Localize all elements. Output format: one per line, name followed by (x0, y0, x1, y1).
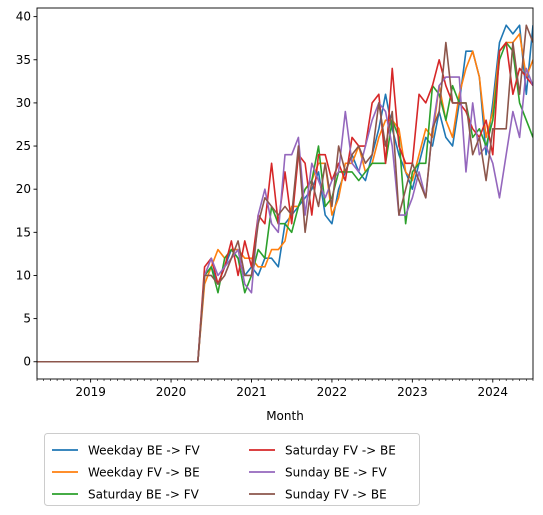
x-tick-label: 2019 (75, 385, 106, 399)
series-line-2 (37, 33, 533, 363)
x-tick-label: 2024 (478, 385, 509, 399)
x-tick-label: 2022 (317, 385, 348, 399)
y-tick-label: 5 (23, 312, 31, 326)
plot-area (37, 24, 533, 363)
y-tick-label: 40 (16, 10, 31, 24)
y-tick-label: 35 (16, 53, 31, 67)
series-line-4 (37, 41, 533, 363)
legend-label: Sunday FV -> BE (285, 488, 387, 502)
x-tick-label: 2020 (156, 385, 187, 399)
legend-label: Weekday BE -> FV (88, 444, 200, 458)
x-axis-title: Month (266, 409, 304, 423)
legend-label: Saturday BE -> FV (88, 488, 200, 502)
y-tick-label: 10 (16, 268, 31, 282)
legend-label: Saturday FV -> BE (285, 444, 396, 458)
series-line-6 (37, 24, 533, 363)
series-line-3 (37, 41, 533, 363)
axes: 0 5 10 15 20 25 30 35 40 2019 2020 2021 2022 2023 2024 (16, 7, 534, 399)
y-tick-label: 20 (16, 182, 31, 196)
y-tick-label: 0 (23, 355, 31, 369)
y-tick-label: 25 (16, 139, 31, 153)
y-tick-label: 15 (16, 225, 31, 239)
series-line-1 (37, 24, 533, 363)
x-tick-label: 2023 (397, 385, 428, 399)
legend-label: Sunday BE -> FV (285, 466, 387, 480)
plot-frame (36, 7, 534, 380)
legend-frame (44, 433, 420, 506)
x-tick-label: 2021 (236, 385, 267, 399)
y-tick-label: 30 (16, 96, 31, 110)
legend-label: Weekday FV -> BE (88, 466, 200, 480)
legend: Weekday BE -> FV Weekday FV -> BE Saturday… (44, 433, 420, 506)
